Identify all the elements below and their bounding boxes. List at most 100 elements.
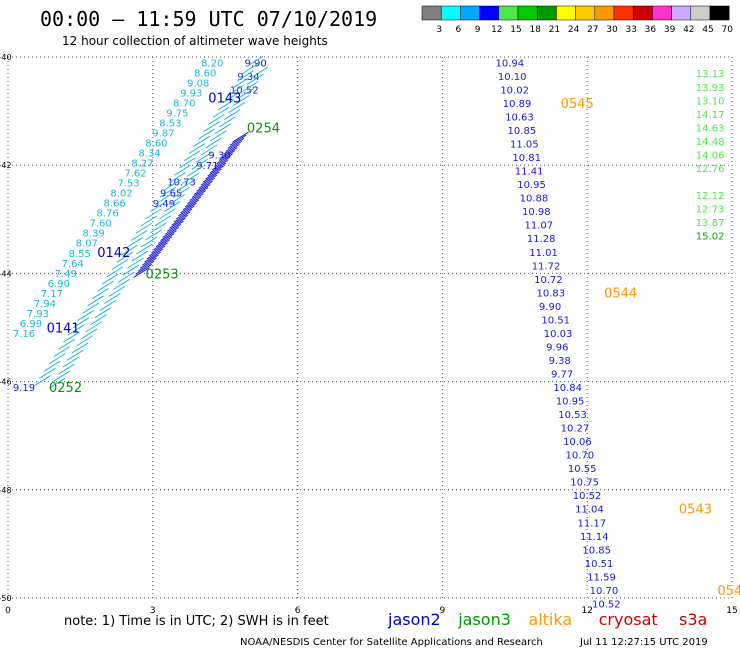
pass-value-label: 8.07 [76,239,98,250]
track-segment [150,222,167,234]
jason2-point-label: 10.83 [537,288,566,299]
track-segment [166,220,184,232]
track-segment [219,116,236,128]
track-segment [130,230,148,241]
track-segment [200,174,218,186]
track-segment [202,171,220,183]
jason2-point-label: 10.52 [592,599,621,610]
satellite-name-jason3: jason3 [457,610,511,629]
jason2-point-label: 10.95 [517,180,546,191]
jason2-point-label: 11.01 [529,248,558,259]
track-segment [169,172,186,183]
track-segment [233,95,250,106]
jason2-point-label: 10.85 [582,545,611,556]
track-segment [173,186,190,198]
scale-label: 21 [549,25,560,35]
x-tick-label: 12 [581,606,592,616]
track-segment [169,217,186,229]
track-segment [87,295,104,307]
track-segment [94,307,112,319]
track-segment [136,243,153,255]
track-segment [53,346,71,358]
jason2-point-label: 10.94 [495,58,524,69]
jason2-point-label: 10.27 [561,424,590,435]
track-segment [111,259,129,270]
track-segment [57,363,75,375]
track-segment [209,162,227,174]
track-segment [178,205,195,217]
track-segment [77,309,95,321]
track-segment [182,172,199,184]
track-segment [127,257,144,269]
pass-value-label: 9.19 [13,383,35,394]
track-segment [210,130,227,142]
jason2-point-label: 10.81 [512,153,541,164]
track-segment [48,377,66,389]
jason2-point-label: 10.85 [508,126,537,137]
track-segment [227,137,245,149]
jason3-point-label: 13.10 [696,96,725,107]
pass-value-label: 9.75 [166,109,188,120]
track-segment [218,150,236,162]
pass-value-label: 9.08 [187,78,209,89]
footer-note: note: 1) Time is in UTC; 2) SWH is in fe… [64,614,329,629]
scale-label: 36 [645,25,657,35]
jason2-point-label: 10.03 [544,329,573,340]
pass-value-label: 8.34 [138,149,160,160]
pass-value-label: 9.30 [208,150,230,161]
y-tick-label: -42 [0,161,12,170]
satellite-name-s3a: s3a [679,610,707,629]
scale-swatch [498,5,519,21]
scale-swatch [536,5,557,21]
track-segment [220,147,238,158]
pass-time-label: 0253 [146,267,179,282]
track-segment [145,229,163,241]
track-segment [139,257,157,269]
scale-label: 24 [568,25,580,35]
scale-label: 6 [456,25,462,35]
track-segment [108,285,126,297]
track-segment [232,77,249,89]
pass-time-label: 0252 [49,381,82,396]
track-segment [180,202,197,214]
track-segment [211,159,229,171]
track-segment [188,143,206,154]
y-tick-label: -48 [0,486,12,495]
pass-value-label: 8.20 [201,58,223,69]
track-segment [196,180,213,192]
pass-time-label: 0254 [247,121,280,136]
pass-value-label: 7.94 [34,299,56,310]
track-segment [175,208,193,220]
scale-swatch [632,5,653,21]
track-segment [157,233,175,245]
pass-value-label: 7.53 [117,179,139,190]
track-segment [144,251,162,263]
scale-swatch [556,5,576,21]
scale-label: 45 [702,25,713,35]
scale-label: 70 [721,25,733,35]
scale-label: 9 [475,25,481,35]
track-segment [198,177,215,189]
jason2-point-label: 11.41 [515,167,544,178]
pass-value-label: 8.27 [131,159,153,170]
jason3-point-label: 14.48 [696,137,725,148]
y-tick-label: -44 [0,269,12,278]
scale-label: 27 [587,25,598,35]
jason2-point-label: 10.10 [498,72,527,83]
track-segment [81,328,98,340]
scale-label: 12 [491,25,502,35]
track-segment [159,208,176,220]
track-segment [104,293,121,304]
satellite-name-jason2: jason2 [387,610,441,629]
pass-value-label: 9.87 [152,129,174,140]
scale-label: 15 [510,25,521,35]
track-segment [186,165,204,177]
pass-value-label: 9.90 [245,58,267,69]
scale-swatch [575,5,596,21]
plot-area [7,56,733,599]
jason2-point-label: 9.90 [539,302,561,313]
track-segment [76,335,93,347]
jason2-point-label: 10.95 [556,397,585,408]
